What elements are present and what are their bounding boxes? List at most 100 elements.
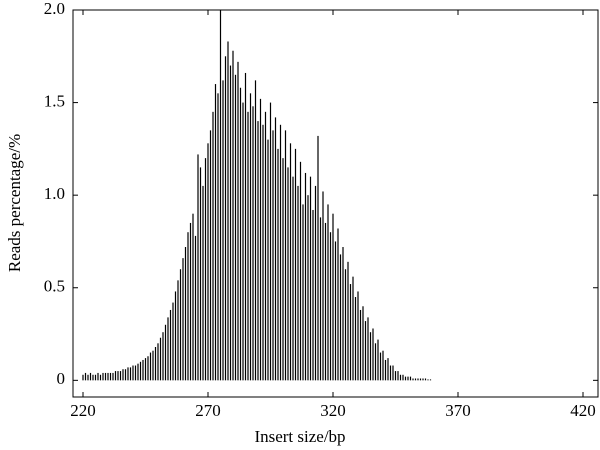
bar [279, 124, 282, 381]
bar [377, 339, 379, 381]
x-tick-label: 270 [195, 401, 221, 420]
bar [419, 378, 422, 381]
bar [304, 172, 307, 381]
x-tick-label: 220 [70, 401, 96, 420]
bar [399, 374, 402, 381]
x-tick-label: 420 [570, 401, 596, 420]
bar [337, 228, 339, 381]
bar [137, 363, 139, 381]
bar [184, 247, 187, 381]
bar [287, 167, 289, 381]
bar [292, 176, 294, 381]
bar [352, 276, 354, 381]
bar [242, 102, 244, 381]
bar [132, 365, 134, 381]
bar [322, 191, 324, 381]
bar [154, 347, 157, 381]
bar [412, 378, 414, 381]
bar [159, 337, 162, 381]
bar [139, 361, 142, 381]
bar [107, 372, 109, 381]
bar [387, 358, 389, 381]
bar [207, 143, 209, 381]
bar [209, 130, 212, 381]
bar [379, 352, 382, 381]
bar [324, 222, 327, 381]
bar [427, 379, 429, 381]
bar [317, 135, 319, 381]
plot-frame [72, 9, 599, 398]
bar [169, 309, 172, 381]
bar [157, 343, 159, 381]
bar [367, 317, 369, 381]
bar [204, 158, 207, 381]
bar [359, 309, 362, 381]
bar [259, 98, 262, 381]
bar [252, 106, 254, 381]
bar [229, 65, 232, 381]
bar [92, 374, 94, 381]
bar [312, 209, 314, 381]
bar [274, 117, 277, 381]
bar [142, 359, 144, 381]
bar [119, 371, 122, 381]
bar [299, 161, 302, 381]
bar [429, 379, 432, 381]
bar [254, 80, 257, 381]
bar [349, 284, 352, 381]
bar [222, 80, 224, 381]
bar [234, 74, 237, 381]
bar [182, 258, 184, 381]
bar [369, 332, 372, 381]
bar [264, 111, 267, 381]
bar [97, 372, 99, 381]
y-axis-label: Reads percentage/% [5, 134, 24, 272]
bar [189, 222, 192, 381]
bar [302, 204, 304, 381]
bar [94, 374, 97, 381]
bar [344, 269, 347, 381]
bar [339, 254, 342, 381]
bar [247, 111, 249, 381]
bar [84, 372, 87, 381]
bar [152, 350, 154, 381]
bar [232, 50, 234, 381]
bar [417, 378, 419, 381]
bar [364, 321, 367, 381]
bar [327, 204, 329, 381]
bar [392, 365, 394, 381]
bar [117, 371, 119, 381]
bar [87, 374, 89, 381]
bar [347, 261, 349, 381]
bar [277, 148, 279, 381]
y-tick-label: 0.5 [44, 277, 65, 296]
bar [217, 93, 219, 381]
bar [334, 241, 337, 381]
bar [249, 93, 252, 381]
bar [329, 232, 332, 381]
bar [269, 102, 272, 381]
bar [104, 372, 107, 381]
bar [309, 176, 312, 381]
bar [239, 87, 242, 381]
bar [384, 359, 387, 381]
bar [319, 217, 322, 381]
bar [82, 374, 84, 381]
bar [227, 41, 229, 381]
bar [332, 213, 334, 381]
bar [214, 84, 217, 381]
bar [179, 269, 182, 381]
bar [282, 158, 284, 381]
bar [402, 374, 404, 381]
y-tick-label: 2.0 [44, 0, 65, 18]
bar [342, 247, 344, 381]
bar [149, 352, 152, 381]
bar [219, 10, 222, 381]
bar [224, 56, 227, 381]
bar [212, 111, 214, 381]
bar [199, 167, 202, 381]
bar [167, 317, 169, 381]
bar [424, 378, 427, 381]
